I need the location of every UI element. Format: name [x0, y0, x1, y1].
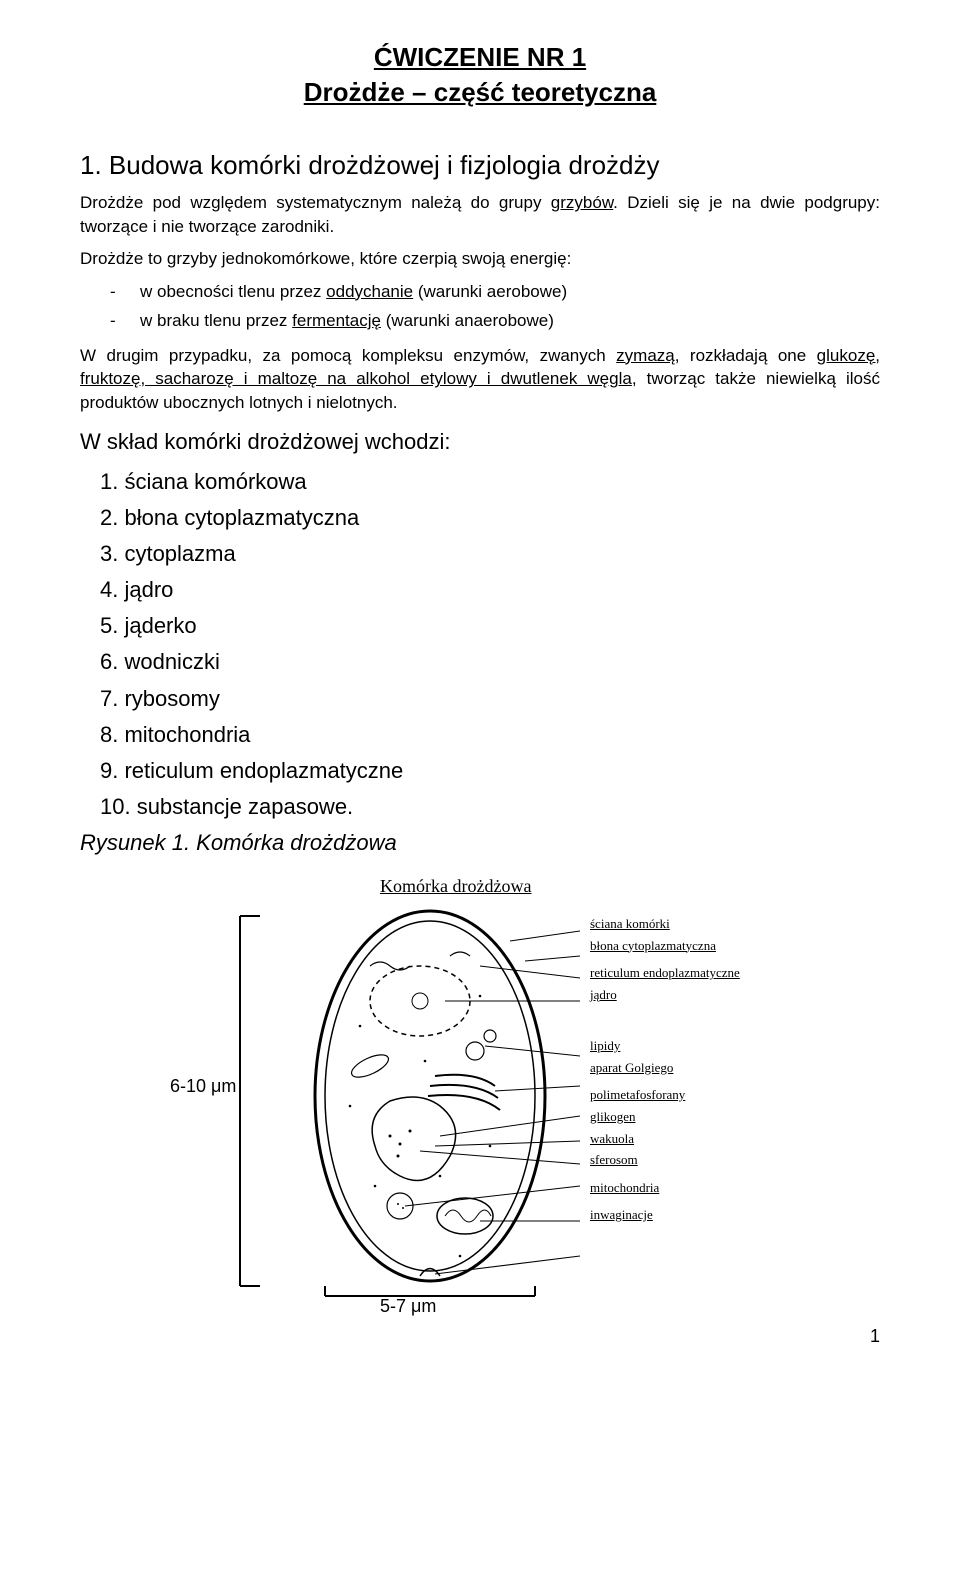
title-line-2: Drożdże – część teoretyczna [80, 75, 880, 110]
bullet-pre: w braku tlenu przez [140, 311, 292, 330]
explanation-paragraph: W drugim przypadku, za pomocą kompleksu … [80, 344, 880, 415]
list-item: 6. wodniczki [100, 645, 880, 679]
para-mid: , rozkładają one [675, 346, 817, 365]
bullet-dash: - [110, 308, 140, 334]
para-pre: W drugim przypadku, za pomocą kompleksu … [80, 346, 616, 365]
bullet-list: - w obecności tlenu przez oddychanie (wa… [110, 279, 880, 334]
figure-label: aparat Golgiego [590, 1060, 740, 1076]
figure-label: glikogen [590, 1109, 740, 1125]
sub-intro: Drożdże to grzyby jednokomórkowe, które … [80, 247, 880, 271]
figure-label: lipidy [590, 1038, 740, 1054]
page-number: 1 [80, 1326, 880, 1347]
intro-pre: Drożdże pod względem systematycznym nale… [80, 193, 551, 212]
bullet-dash: - [110, 279, 140, 305]
figure-label: ściana komórki [590, 916, 740, 932]
list-item: 3. cytoplazma [100, 537, 880, 571]
dimension-horizontal: 5-7 μm [380, 1296, 436, 1317]
section-heading: 1. Budowa komórki drożdżowej i fizjologi… [80, 150, 880, 181]
bullet-text: w braku tlenu przez fermentację (warunki… [140, 308, 554, 334]
components-list: 1. ściana komórkowa 2. błona cytoplazmat… [100, 465, 880, 824]
bullet-item: - w braku tlenu przez fermentację (warun… [110, 308, 880, 334]
figure-label: inwaginacje [590, 1207, 740, 1223]
list-item: 2. błona cytoplazmatyczna [100, 501, 880, 535]
list-item: 10. substancje zapasowe. [100, 790, 880, 824]
bullet-underlined: oddychanie [326, 282, 413, 301]
document-title-block: ĆWICZENIE NR 1 Drożdże – część teoretycz… [80, 40, 880, 110]
figure-label: mitochondria [590, 1180, 740, 1196]
bullet-underlined: fermentację [292, 311, 381, 330]
figure-label: sferosom [590, 1152, 740, 1168]
bullet-item: - w obecności tlenu przez oddychanie (wa… [110, 279, 880, 305]
bullet-post: (warunki aerobowe) [413, 282, 567, 301]
figure-label: polimetafosforany [590, 1087, 740, 1103]
list-item: 5. jąderko [100, 609, 880, 643]
figure-label: wakuola [590, 1131, 740, 1147]
bullet-post: (warunki anaerobowe) [381, 311, 554, 330]
figure-caption: Rysunek 1. Komórka drożdżowa [80, 830, 880, 856]
yeast-cell-diagram-icon [280, 886, 580, 1306]
bullet-pre: w obecności tlenu przez [140, 282, 326, 301]
figure-label: jądro [590, 987, 740, 1003]
list-item: 9. reticulum endoplazmatyczne [100, 754, 880, 788]
list-item: 4. jądro [100, 573, 880, 607]
components-heading: W skład komórki drożdżowej wchodzi: [80, 429, 880, 455]
intro-paragraph: Drożdże pod względem systematycznym nale… [80, 191, 880, 239]
title-line-1: ĆWICZENIE NR 1 [80, 40, 880, 75]
figure-labels: ściana komórki błona cytoplazmatyczna re… [590, 916, 740, 1229]
list-item: 7. rybosomy [100, 682, 880, 716]
dimension-vertical: 6-10 μm [170, 1076, 236, 1097]
figure-label: reticulum endoplazmatyczne [590, 965, 740, 981]
figure-label: błona cytoplazmatyczna [590, 938, 740, 954]
bullet-text: w obecności tlenu przez oddychanie (waru… [140, 279, 567, 305]
list-item: 1. ściana komórkowa [100, 465, 880, 499]
list-item: 8. mitochondria [100, 718, 880, 752]
para-underlined-1: zymazą [616, 346, 675, 365]
intro-underlined: grzybów [551, 193, 613, 212]
figure-area: Komórka drożdżowa [80, 876, 880, 1316]
